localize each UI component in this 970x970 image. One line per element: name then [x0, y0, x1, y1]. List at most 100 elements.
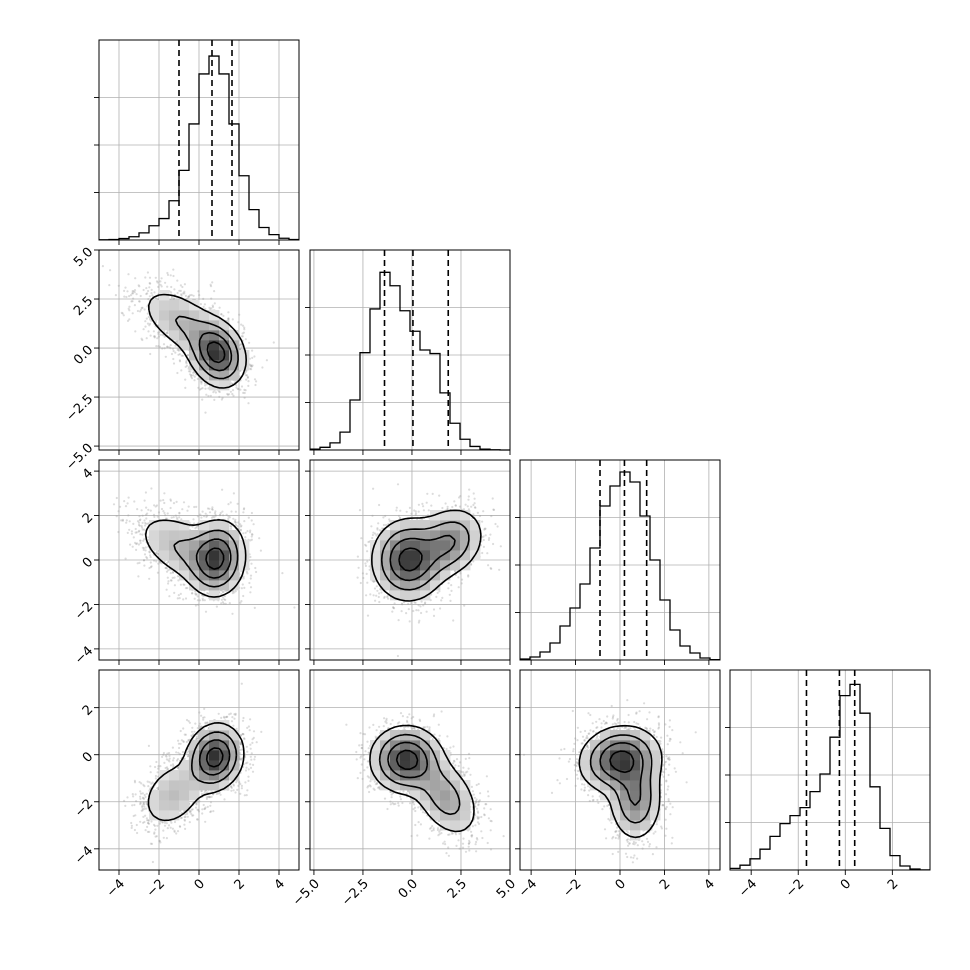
scatter-point	[166, 273, 170, 276]
scatter-point	[147, 538, 150, 542]
scatter-point	[200, 380, 203, 384]
scatter-point	[161, 347, 164, 350]
scatter-point	[144, 521, 147, 525]
scatter-point	[130, 530, 133, 533]
scatter-point	[142, 539, 145, 542]
density-cell	[179, 310, 190, 321]
scatter-point	[249, 577, 252, 580]
scatter-point	[125, 519, 128, 522]
scatter-point	[205, 515, 208, 519]
scatter-point	[245, 378, 248, 381]
scatter-point	[222, 591, 225, 594]
scatter-point	[220, 602, 223, 605]
scatter-point	[184, 386, 187, 389]
scatter-point	[142, 328, 145, 331]
scatter-point	[208, 507, 211, 510]
scatter-point	[247, 516, 250, 519]
scatter-point	[145, 506, 148, 509]
density-cell	[199, 350, 210, 361]
scatter-point	[220, 598, 223, 601]
scatter-point	[243, 326, 246, 329]
histogram-step-line	[310, 271, 510, 451]
scatter-point	[243, 507, 246, 510]
scatter-point	[197, 603, 200, 606]
scatter-point	[227, 317, 230, 320]
scatter-point	[240, 524, 243, 527]
scatter-point	[152, 330, 155, 333]
scatter-point	[158, 561, 162, 564]
scatter-point	[247, 402, 250, 405]
scatter-point	[242, 331, 245, 334]
scatter-point	[166, 561, 169, 565]
scatter-point	[190, 293, 193, 297]
scatter-point	[214, 391, 217, 394]
scatter-point	[155, 504, 159, 507]
scatter-point	[249, 555, 252, 559]
scatter-point	[172, 349, 175, 353]
scatter-point	[213, 398, 216, 401]
density-cell	[179, 300, 190, 311]
density-cell	[159, 300, 170, 311]
scatter-point	[174, 344, 177, 347]
scatter-point	[163, 330, 166, 333]
scatter-point	[234, 590, 237, 593]
scatter-point	[254, 383, 257, 387]
density-cell	[179, 330, 190, 341]
scatter-point	[178, 516, 181, 519]
scatter-point	[239, 343, 242, 346]
scatter-point	[208, 306, 211, 309]
scatter-point	[231, 389, 235, 392]
scatter-point	[121, 312, 124, 315]
scatter-point	[177, 579, 180, 582]
scatter-point	[124, 286, 127, 289]
density-panel-0-1	[94, 249, 300, 455]
scatter-point	[161, 334, 165, 337]
scatter-point	[143, 553, 147, 556]
scatter-point	[141, 338, 144, 342]
scatter-point	[129, 543, 132, 546]
scatter-point	[211, 304, 214, 307]
density-cell	[199, 310, 210, 321]
scatter-point	[134, 277, 137, 280]
scatter-point	[204, 610, 208, 613]
scatter-point	[149, 554, 152, 557]
scatter-point	[200, 516, 203, 519]
scatter-point	[176, 518, 179, 521]
scatter-point	[148, 550, 151, 553]
scatter-point	[130, 300, 133, 303]
scatter-point	[234, 521, 237, 524]
scatter-point	[189, 294, 192, 297]
scatter-point	[253, 378, 257, 381]
scatter-point	[239, 529, 242, 532]
contour-level-2	[198, 331, 233, 372]
scatter-point	[157, 285, 160, 288]
scatter-point	[167, 580, 170, 583]
scatter-point	[239, 523, 242, 526]
scatter-point	[134, 541, 137, 545]
scatter-point	[136, 520, 140, 523]
scatter-point	[138, 300, 141, 303]
scatter-point	[160, 285, 163, 288]
scatter-point	[145, 517, 148, 520]
scatter-point	[148, 324, 151, 327]
scatter-point	[176, 279, 179, 282]
density-cell	[239, 350, 250, 361]
scatter-point	[241, 583, 244, 586]
scatter-point	[171, 347, 175, 350]
scatter-point	[185, 360, 188, 364]
scatter-point	[127, 273, 130, 276]
scatter-point	[156, 281, 159, 284]
scatter-point	[183, 583, 186, 586]
scatter-point	[228, 393, 231, 396]
scatter-point	[222, 514, 225, 517]
scatter-point	[198, 388, 201, 391]
histogram-panel-0	[94, 39, 300, 245]
scatter-point	[170, 296, 173, 299]
density-cell	[209, 350, 220, 361]
scatter-point	[135, 542, 138, 546]
scatter-point	[159, 280, 162, 283]
scatter-point	[138, 285, 141, 288]
scatter-point	[120, 311, 123, 314]
scatter-point	[142, 547, 146, 550]
scatter-point	[239, 347, 242, 350]
